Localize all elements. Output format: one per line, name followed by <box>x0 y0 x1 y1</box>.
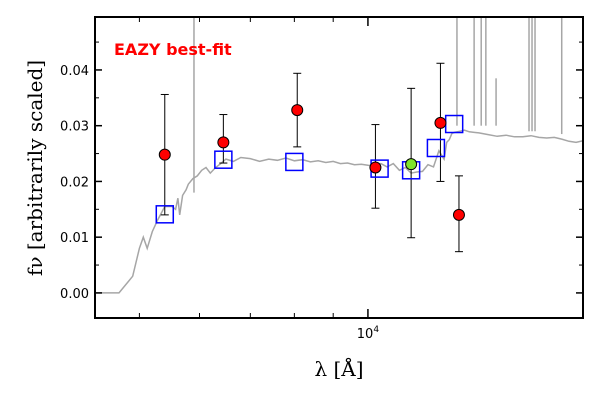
y-tick-label: 0.03 <box>60 120 89 135</box>
observed-point <box>452 208 465 221</box>
sed-curve-layer <box>95 129 583 294</box>
y-tick-label: 0.00 <box>60 287 89 302</box>
observed-point <box>369 161 382 174</box>
emission-lines-layer <box>193 17 563 193</box>
model-photometry-box <box>285 152 304 172</box>
y-tick-label: 0.01 <box>60 231 89 246</box>
ticks-layer: 0.00 0.01 0.02 0.03 0.04 104 <box>60 17 583 342</box>
chart-annotation: EAZY best-fit <box>114 40 232 59</box>
model-photometry-layer <box>155 114 464 224</box>
model-photometry-box <box>444 114 464 134</box>
plot-frame <box>94 16 584 319</box>
observed-point <box>434 116 447 129</box>
observed-points-layer <box>158 104 465 221</box>
observed-point <box>405 158 418 171</box>
model-photometry-box <box>214 150 233 169</box>
model-photometry-box <box>155 205 175 224</box>
y-axis-label: fν [arbitrarily scaled] <box>23 60 47 276</box>
observed-point <box>291 104 304 117</box>
y-tick-label: 0.04 <box>60 64 89 79</box>
errorbar-layer <box>160 62 463 253</box>
observed-point <box>158 148 171 161</box>
observed-point <box>217 136 230 149</box>
model-photometry-box <box>426 138 446 158</box>
x-axis-label: λ [Å] <box>314 356 363 381</box>
sed-curve <box>95 129 583 294</box>
y-tick-label: 0.02 <box>60 175 89 190</box>
x-tick-label: 104 <box>357 325 380 342</box>
